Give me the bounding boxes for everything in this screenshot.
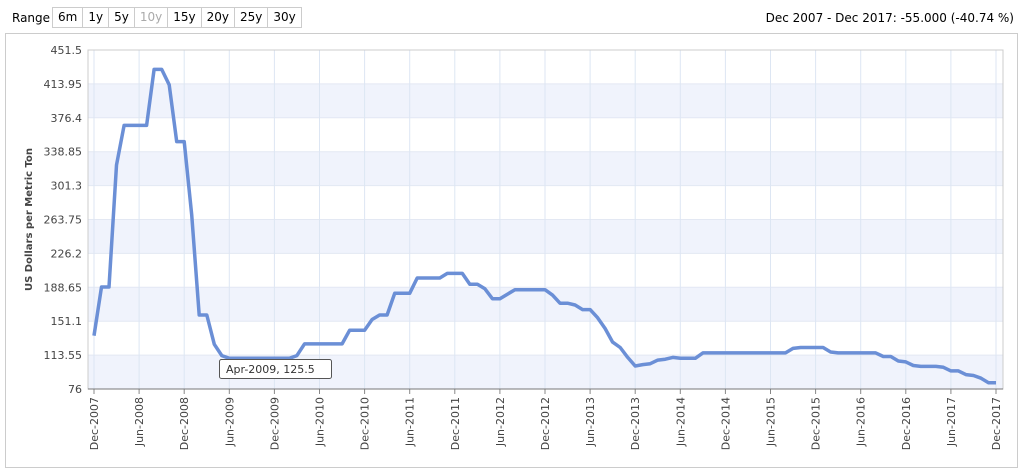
x-tick-label: Dec-2009 xyxy=(268,397,281,450)
x-tick-label: Jun-2011 xyxy=(404,397,417,447)
y-tick-label: 113.55 xyxy=(44,349,83,362)
x-tick-label: Dec-2016 xyxy=(900,397,913,450)
y-tick-label: 338.85 xyxy=(44,146,83,159)
range-button[interactable]: 15y xyxy=(167,7,202,28)
range-buttons: 6m 1y 5y 10y 15y 20y 25y 30y xyxy=(52,7,302,28)
range-button[interactable]: 25y xyxy=(233,7,269,28)
x-tick-label: Dec-2010 xyxy=(359,397,372,450)
line xyxy=(92,67,996,385)
x-tick-label: Jun-2017 xyxy=(945,397,958,447)
x-tick-label: Dec-2013 xyxy=(629,397,642,450)
x-tick-label: Jun-2016 xyxy=(855,397,868,447)
x-tick-label: Jun-2008 xyxy=(133,397,146,447)
chart-border xyxy=(5,33,1018,468)
range-button[interactable]: 10y xyxy=(133,7,169,28)
y-tick-label: 451.5 xyxy=(51,44,83,57)
plot: 76 113.55 151.1 188.65 226.2 263.75 301.3 338.8… xyxy=(24,44,1004,450)
y-tick-label: 151.1 xyxy=(51,315,83,328)
range-button[interactable]: 30y xyxy=(267,7,302,28)
y-tick-label: 301.3 xyxy=(51,180,83,193)
range-label: Range xyxy=(12,11,51,25)
x-tick-label: Dec-2014 xyxy=(719,397,732,450)
x-tick-label: Dec-2017 xyxy=(990,397,1003,450)
range-button[interactable]: 6m xyxy=(52,7,84,28)
x-tick-label: Jun-2015 xyxy=(765,397,778,447)
x-tick-label: Dec-2008 xyxy=(178,397,191,450)
x-tick-label: Jun-2009 xyxy=(223,397,236,447)
y-tick-label: 263.75 xyxy=(44,214,83,227)
tooltip: Apr-2009, 125.5 xyxy=(219,359,332,379)
x-tick-label: Dec-2011 xyxy=(449,397,462,450)
x-tick-label: Jun-2012 xyxy=(494,397,507,447)
range-button[interactable]: 20y xyxy=(200,7,235,28)
y-tick-label: 188.65 xyxy=(44,281,83,294)
toolbar: Range 6m 1y 5y 10y 15y 20y 25y 30y Dec 2007 - D… xyxy=(0,0,1024,32)
y-axis-label: US Dollars per Metric Ton xyxy=(24,148,35,291)
range-button[interactable]: 5y xyxy=(108,7,135,28)
y-tick-label: 76 xyxy=(68,383,82,396)
x-tick-label: Jun-2010 xyxy=(314,397,327,447)
y-tick-label: 226.2 xyxy=(51,247,83,260)
y-tick-label: 376.4 xyxy=(51,112,83,125)
x-tick-label: Jun-2013 xyxy=(584,397,597,447)
tooltip-text: Apr-2009, 125.5 xyxy=(226,363,315,376)
x-tick-label: Dec-2012 xyxy=(539,397,552,450)
x-tick-label: Dec-2015 xyxy=(810,397,823,450)
x-tick-label: Dec-2007 xyxy=(88,397,101,450)
summary: Dec 2007 - Dec 2017: -55.000 (-40.74 %) xyxy=(765,11,1014,25)
tooltip-box xyxy=(219,359,332,379)
y-tick-label: 413.95 xyxy=(44,78,83,91)
x-tick-label: Jun-2014 xyxy=(674,397,687,447)
